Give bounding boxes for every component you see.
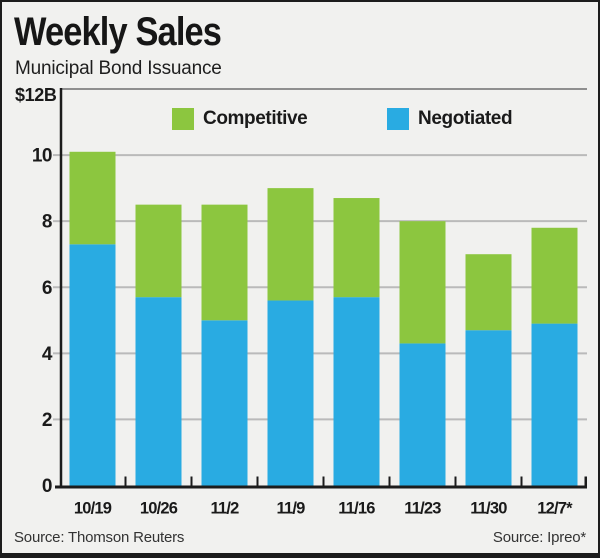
y-tick-label-4: 4 — [42, 344, 53, 365]
y-tick-label-2: 2 — [42, 410, 52, 431]
y-tick-label-6: 6 — [42, 278, 52, 299]
bar-segment-competitive-10/26 — [135, 204, 182, 298]
page-title: Weekly Sales — [14, 10, 222, 54]
bar-segment-competitive-11/30 — [465, 254, 512, 331]
x-tick-label-11/23: 11/23 — [404, 500, 441, 518]
legend-item-negotiated: Negotiated — [387, 108, 513, 130]
y-tick-label-8: 8 — [42, 212, 52, 233]
x-tick-label-11/9: 11/9 — [276, 500, 305, 518]
legend-swatch-competitive — [172, 108, 194, 130]
x-tick-label-10/19: 10/19 — [74, 500, 112, 518]
bar-segment-negotiated-10/26 — [135, 297, 182, 486]
bar-segment-negotiated-11/23 — [399, 343, 446, 486]
x-tick-label-11/2: 11/2 — [210, 500, 239, 518]
y-axis-unit-label: $12B — [15, 85, 57, 105]
page-subtitle: Municipal Bond Issuance — [15, 58, 222, 79]
legend-label-competitive: Competitive — [203, 108, 308, 129]
bar-segment-competitive-11/9 — [267, 188, 314, 301]
bar-segment-competitive-11/16 — [333, 198, 380, 298]
bar-segment-negotiated-12/7* — [531, 323, 578, 486]
x-tick-label-10/26: 10/26 — [140, 500, 178, 518]
bar-segment-negotiated-11/2 — [201, 320, 248, 486]
legend-label-negotiated: Negotiated — [418, 108, 513, 129]
legend-item-competitive: Competitive — [172, 108, 308, 130]
bar-segment-competitive-11/2 — [201, 204, 248, 321]
y-tick-label-0: 0 — [42, 476, 52, 497]
x-tick-label-11/16: 11/16 — [338, 500, 375, 518]
source-right: Source: Ipreo* — [492, 529, 586, 546]
bar-segment-competitive-10/19 — [69, 151, 116, 245]
bar-segment-negotiated-11/16 — [333, 297, 380, 486]
y-tick-label-10: 10 — [32, 146, 52, 167]
chart-legend: Competitive Negotiated — [2, 108, 598, 132]
bar-segment-competitive-12/7* — [531, 227, 578, 324]
legend-swatch-negotiated — [387, 108, 409, 130]
bar-segment-negotiated-11/9 — [267, 300, 314, 486]
bar-segment-competitive-11/23 — [399, 221, 446, 344]
x-tick-label-11/30: 11/30 — [470, 500, 507, 518]
x-tick-label-12/7*: 12/7* — [537, 500, 573, 518]
bar-segment-negotiated-10/19 — [69, 244, 116, 486]
bar-segment-negotiated-11/30 — [465, 330, 512, 486]
source-left: Source: Thomson Reuters — [14, 529, 185, 546]
